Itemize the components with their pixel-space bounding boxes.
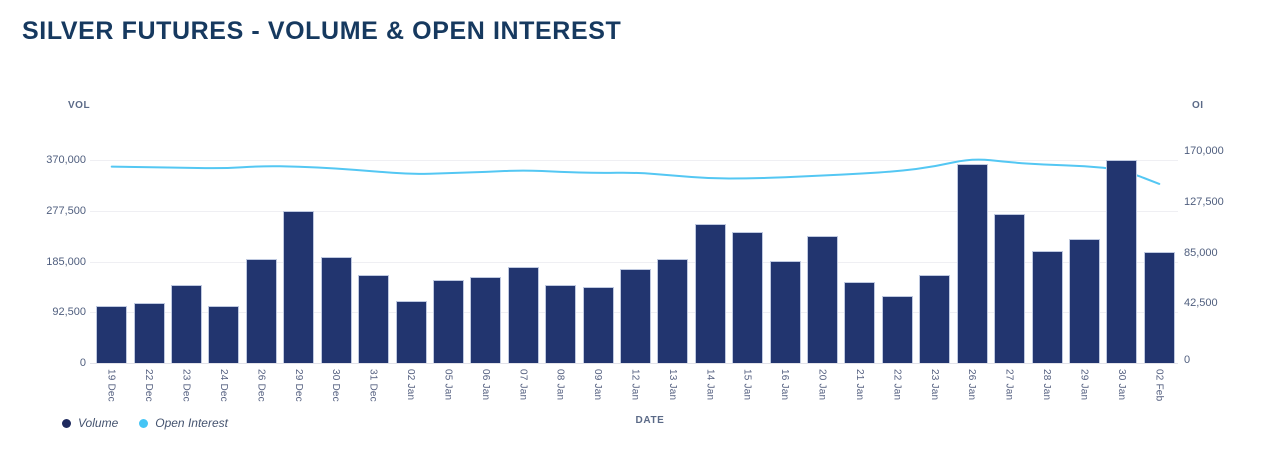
volume-bar-30-dec[interactable] <box>320 257 352 363</box>
x-axis-tick-label: 05 Jan <box>442 369 454 401</box>
left-axis-tick-label: 0 <box>79 357 86 369</box>
x-axis-tick-label: 22 Dec <box>143 369 155 402</box>
volume-bar-08-jan[interactable] <box>545 285 577 363</box>
volume-bar-22-jan[interactable] <box>881 296 913 363</box>
x-axis-tick-label: 30 Jan <box>1115 369 1127 401</box>
x-axis-tick-label: 31 Dec <box>367 369 379 402</box>
gridline <box>90 210 1178 212</box>
legend-item-volume[interactable]: Volume <box>62 416 118 430</box>
volume-bar-22-dec[interactable] <box>133 303 165 363</box>
volume-bar-21-jan[interactable] <box>844 282 876 363</box>
right-axis-tick-label: 127,500 <box>1184 195 1224 208</box>
open-interest-dot-icon <box>139 418 149 428</box>
volume-bar-26-jan[interactable] <box>956 164 988 363</box>
gridline <box>90 160 1178 161</box>
x-axis-tick-label: 12 Jan <box>629 369 641 401</box>
x-axis-tick-label: 21 Jan <box>853 369 865 401</box>
x-axis-tick-label: 26 Dec <box>255 369 267 402</box>
x-axis-tick-label: 29 Dec <box>292 369 304 402</box>
right-axis-tick-label: 85,000 <box>1184 246 1218 259</box>
volume-bar-15-jan[interactable] <box>732 232 764 363</box>
x-axis-tick-label: 09 Jan <box>592 369 604 401</box>
legend-volume-label: Volume <box>78 416 119 430</box>
x-axis-tick-label: 13 Jan <box>666 369 678 401</box>
x-axis-tick-label: 26 Jan <box>966 369 978 401</box>
left-axis-tick-label: 185,000 <box>46 255 86 268</box>
right-axis-tick-label: 42,500 <box>1184 297 1218 310</box>
right-axis-tick-label: 0 <box>1184 354 1191 366</box>
left-axis-tick-label: 92,500 <box>52 306 86 319</box>
left-axis-tick-label: 277,500 <box>46 204 86 217</box>
left-axis-title: VOL <box>68 100 91 111</box>
volume-bar-23-jan[interactable] <box>919 275 951 363</box>
volume-bar-09-jan[interactable] <box>582 287 614 363</box>
x-axis-tick-label: 24 Dec <box>217 369 229 402</box>
right-axis-tick-label: 170,000 <box>1184 145 1224 157</box>
x-axis-tick-label: 15 Jan <box>741 369 753 401</box>
volume-bar-02-feb[interactable] <box>1143 252 1175 363</box>
volume-bar-13-jan[interactable] <box>657 259 689 363</box>
volume-bar-29-jan[interactable] <box>1068 239 1100 363</box>
left-axis-tick-label: 370,000 <box>46 154 86 166</box>
x-axis-title: DATE <box>635 415 665 426</box>
x-axis-tick-label: 20 Jan <box>816 369 828 401</box>
volume-bar-26-dec[interactable] <box>245 259 277 363</box>
x-axis-tick-label: 19 Dec <box>105 369 117 402</box>
x-axis-tick-label: 02 Feb <box>1153 369 1165 402</box>
x-axis-baseline <box>90 363 1178 364</box>
volume-bar-07-jan[interactable] <box>507 267 539 363</box>
volume-bar-27-jan[interactable] <box>994 214 1026 363</box>
x-axis-tick-label: 06 Jan <box>479 369 491 401</box>
right-axis-title: OI <box>1192 100 1204 111</box>
x-axis-tick-label: 29 Jan <box>1078 369 1090 401</box>
x-axis-tick-label: 23 Dec <box>180 369 192 402</box>
volume-bar-06-jan[interactable] <box>470 277 502 363</box>
volume-bar-24-dec[interactable] <box>208 306 240 363</box>
gridline <box>90 261 1178 263</box>
x-axis-tick-label: 16 Jan <box>779 369 791 401</box>
volume-bar-23-dec[interactable] <box>171 285 203 363</box>
volume-bar-05-jan[interactable] <box>432 280 464 363</box>
x-axis-tick-label: 07 Jan <box>517 369 529 401</box>
legend-open-interest-label: Open Interest <box>155 416 228 430</box>
x-axis-tick-label: 30 Dec <box>330 369 342 402</box>
x-axis-tick-label: 08 Jan <box>554 369 566 401</box>
volume-bar-30-jan[interactable] <box>1106 160 1138 363</box>
volume-bar-02-jan[interactable] <box>395 301 427 363</box>
volume-bar-20-jan[interactable] <box>807 236 839 363</box>
volume-bar-16-jan[interactable] <box>769 261 801 363</box>
volume-bar-14-jan[interactable] <box>694 224 726 363</box>
volume-bar-28-jan[interactable] <box>1031 251 1063 363</box>
x-axis-tick-label: 14 Jan <box>704 369 716 401</box>
x-axis-tick-label: 27 Jan <box>1003 369 1015 401</box>
x-axis-tick-label: 02 Jan <box>405 369 417 401</box>
volume-bar-31-dec[interactable] <box>358 275 390 363</box>
x-axis-tick-label: 28 Jan <box>1041 369 1053 401</box>
volume-dot-icon <box>62 418 71 428</box>
volume-bar-29-dec[interactable] <box>283 211 315 363</box>
volume-bar-12-jan[interactable] <box>620 269 651 363</box>
x-axis-tick-label: 22 Jan <box>891 369 903 401</box>
x-axis-tick-label: 23 Jan <box>928 369 940 401</box>
legend: Volume Open Interest <box>62 416 228 430</box>
legend-item-open-interest[interactable]: Open Interest <box>139 416 228 430</box>
volume-bar-19-dec[interactable] <box>96 306 128 363</box>
page-title: SILVER FUTURES - VOLUME & OPEN INTEREST <box>22 17 622 45</box>
